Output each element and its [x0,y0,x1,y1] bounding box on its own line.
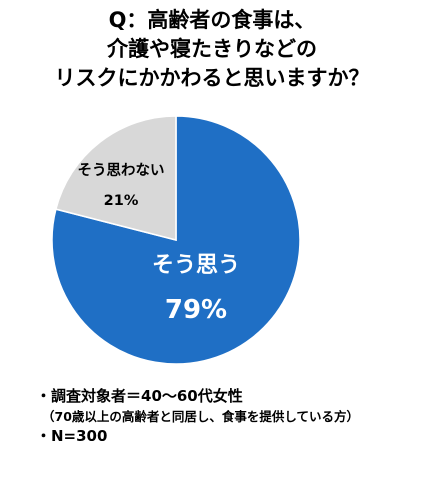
pie-slice-disagree [54,115,177,241]
title-line-1: Q：高齢者の食事は、 [108,8,316,32]
slice-label-agree: そう思う [152,253,240,278]
slice-label-disagree: そう思わない [78,162,165,179]
note-respondents-detail: （70歳以上の高齢者と同居し、食事を提供している方） [42,409,360,424]
chart-title: Q：高齢者の食事は、 介護や寝たきりなどの リスクにかかわると思いますか？ [0,6,424,93]
title-line-3: リスクにかかわると思いますか？ [54,66,370,90]
note-respondents: ・調査対象者＝40～60代女性 [36,387,243,405]
slice-value-agree: 79% [165,295,227,325]
note-sample-size: ・N=300 [36,427,108,445]
slice-value-disagree: 21% [104,193,139,209]
title-line-2: 介護や寝たきりなどの [107,37,317,61]
survey-notes: ・調査対象者＝40～60代女性 （70歳以上の高齢者と同居し、食事を提供している… [36,386,359,447]
